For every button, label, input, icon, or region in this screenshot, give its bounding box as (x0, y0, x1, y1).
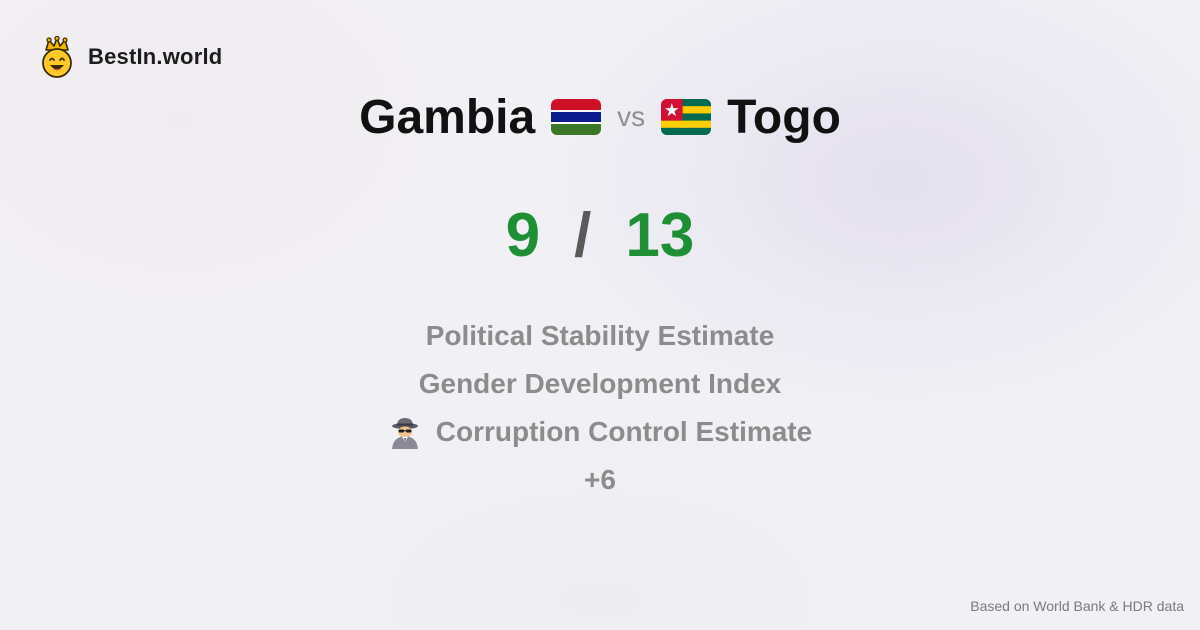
spy-icon (391, 418, 418, 449)
vs-label: vs (617, 101, 646, 132)
comparison-title: Gambia vs Togo (0, 84, 1200, 150)
country-b-score: 13 (625, 200, 695, 270)
brand[interactable]: BestIn.world (38, 36, 222, 78)
brand-name: BestIn.world (88, 44, 223, 69)
criteria-list: Political Stability Estimate Gender Deve… (0, 312, 1200, 504)
country-b-name[interactable]: Togo (727, 90, 841, 144)
criteria-label: Corruption Control Estimate (435, 416, 813, 447)
crowned-smiley-icon (42, 36, 72, 78)
data-source-note: Based on World Bank & HDR data (970, 598, 1184, 614)
criteria-item-political-stability[interactable]: Political Stability Estimate (426, 312, 775, 360)
country-a-score: 9 (505, 200, 541, 270)
criteria-label: Gender Development Index (418, 368, 782, 399)
togo-flag-icon (661, 99, 712, 135)
criteria-item-gender-development[interactable]: Gender Development Index (419, 360, 782, 408)
score-separator: / (574, 200, 592, 270)
criteria-item-corruption-control[interactable]: Corruption Control Estimate (388, 408, 812, 456)
country-a-name[interactable]: Gambia (359, 90, 536, 144)
score-row: 9 / 13 (0, 196, 1200, 274)
gambia-flag-icon (551, 99, 602, 135)
criteria-label: Political Stability Estimate (425, 320, 775, 351)
more-criteria-count[interactable]: +6 (584, 464, 616, 495)
